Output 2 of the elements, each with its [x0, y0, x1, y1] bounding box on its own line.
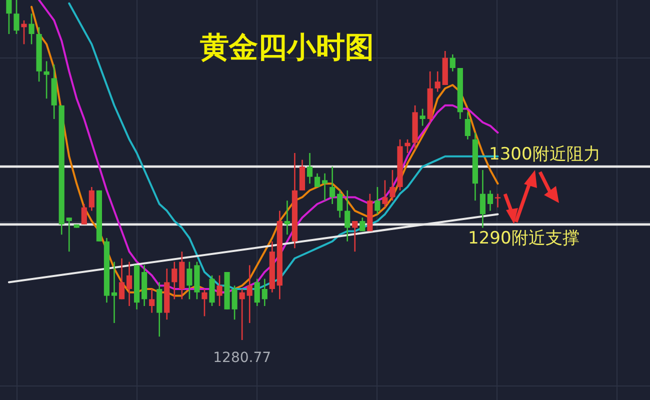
annotation: 1280.77 [213, 350, 272, 366]
text: 黄金四小时图 [199, 30, 374, 64]
